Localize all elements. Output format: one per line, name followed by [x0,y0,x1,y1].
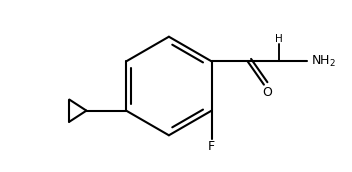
Text: F: F [208,140,215,153]
Text: O: O [262,86,272,99]
Text: NH$_2$: NH$_2$ [311,54,336,69]
Text: H: H [275,34,283,44]
